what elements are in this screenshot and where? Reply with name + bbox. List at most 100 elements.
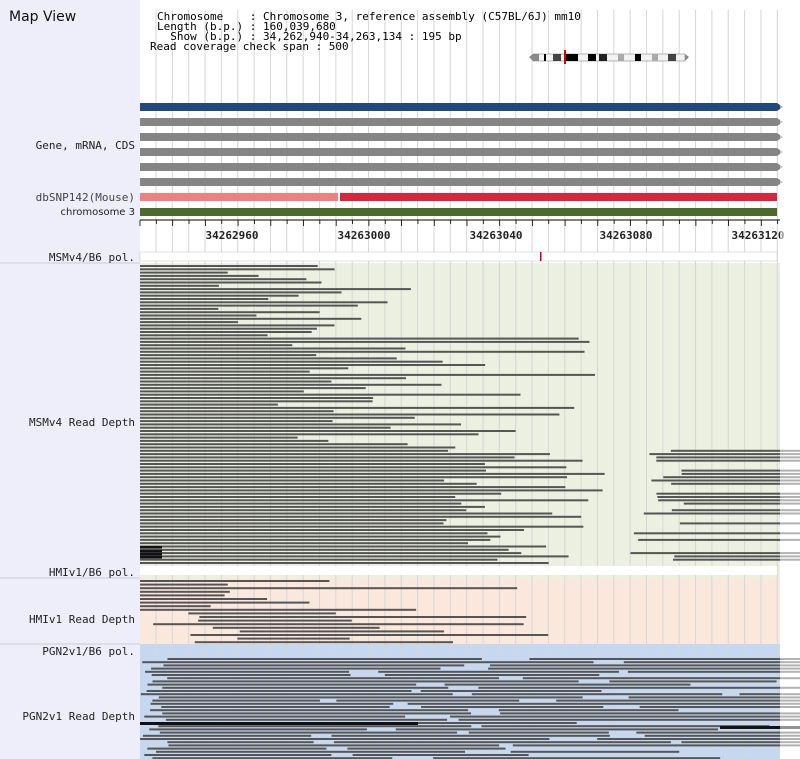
msm-read xyxy=(643,512,800,515)
ideogram-band xyxy=(635,54,641,61)
msm-read xyxy=(656,459,800,462)
label-msm-read-depth: MSMv4 Read Depth xyxy=(29,416,135,429)
label-pgn-read-depth: PGN2v1 Read Depth xyxy=(22,710,135,723)
dbsnp-segment-red xyxy=(340,193,777,201)
hmi-read xyxy=(199,616,527,618)
hmi-read xyxy=(190,634,549,636)
msm-read xyxy=(140,515,582,518)
ideogram-band xyxy=(544,54,546,61)
pgn-read xyxy=(167,741,314,744)
pgn-read xyxy=(150,702,394,705)
msm-read xyxy=(140,354,317,357)
pgn-read xyxy=(145,670,350,673)
hmi-read xyxy=(212,626,380,629)
msm-read xyxy=(140,298,269,300)
label-hmi-read-depth: HMIv1 Read Depth xyxy=(29,613,135,626)
msm-read xyxy=(140,522,444,525)
hmi-read xyxy=(153,623,524,626)
pgn-read xyxy=(158,696,583,699)
msm-read xyxy=(674,555,800,558)
msm-polymorphism-marker xyxy=(540,252,542,261)
msm-read xyxy=(140,552,522,555)
pgn-read xyxy=(489,664,800,667)
msm-read xyxy=(140,400,373,403)
pgn-read xyxy=(336,699,520,702)
pgn-read xyxy=(478,686,800,689)
msm-read xyxy=(140,294,299,297)
pgn-read xyxy=(333,741,671,744)
msm-read xyxy=(140,410,334,413)
pgn-read xyxy=(152,757,393,759)
msm-read xyxy=(140,509,467,512)
msm-read xyxy=(673,558,800,561)
msm-read xyxy=(140,340,590,343)
pgn-read xyxy=(639,706,800,708)
pgn-read xyxy=(167,677,499,680)
msm-read xyxy=(140,449,449,452)
msm-read xyxy=(140,443,408,446)
msm-read xyxy=(140,357,397,360)
msm-read xyxy=(140,555,569,558)
msm-read xyxy=(658,499,800,502)
msm-read xyxy=(140,307,219,310)
msm-read xyxy=(140,367,349,370)
msm-read xyxy=(140,558,498,561)
pgn-read xyxy=(325,722,577,724)
msm-polymorphism-row xyxy=(139,251,778,262)
msm-read xyxy=(140,535,501,538)
msm-read xyxy=(140,499,589,502)
pgn-read xyxy=(450,715,800,718)
msm-read xyxy=(140,413,560,416)
msm-read xyxy=(140,482,477,485)
msm-read xyxy=(671,482,800,485)
msm-read xyxy=(140,347,406,350)
page-title: Map View xyxy=(9,9,77,25)
ideogram-right-tip xyxy=(685,54,689,61)
msm-read xyxy=(140,453,550,456)
label-dbsnp-track[interactable]: dbSNP142(Mouse) xyxy=(35,191,135,204)
dbsnp-segment-pink xyxy=(140,193,338,201)
msm-read xyxy=(633,532,800,535)
msm-read xyxy=(140,538,491,541)
msm-read xyxy=(140,529,524,531)
msm-read xyxy=(140,383,442,386)
msm-read xyxy=(140,317,362,320)
msm-read xyxy=(681,469,800,472)
pgn-read xyxy=(162,712,472,715)
gene-track-bar xyxy=(140,148,777,156)
hmi-read xyxy=(140,590,230,593)
ideogram-band xyxy=(668,54,676,61)
msm-read xyxy=(140,459,583,462)
pgn-read xyxy=(163,664,465,667)
msm-read xyxy=(140,278,307,281)
hmi-read xyxy=(140,605,211,608)
msm-read xyxy=(140,519,447,522)
label-hmi-polymorphism: HMIv1/B6 pol. xyxy=(48,566,135,579)
msm-read xyxy=(140,436,298,439)
pgn-read xyxy=(627,670,800,673)
msm-read xyxy=(140,548,509,551)
msm-read xyxy=(671,509,800,512)
msm-read xyxy=(140,291,342,294)
msm-read xyxy=(140,364,486,366)
pgn-read xyxy=(378,670,619,673)
pgn-read xyxy=(623,661,800,664)
gene-track-bar xyxy=(140,178,777,186)
pgn-read-dark xyxy=(720,726,800,729)
chromosome-info: Chromosome : Chromosome 3, reference ass… xyxy=(157,10,581,23)
msm-read xyxy=(140,476,568,479)
msm-read xyxy=(140,334,268,337)
pgn-read xyxy=(150,709,469,712)
hmi-read xyxy=(140,601,310,604)
msm-read xyxy=(140,314,257,317)
pgn-read xyxy=(458,718,800,721)
ideogram-band xyxy=(553,54,561,61)
pgn-read xyxy=(152,699,320,702)
msm-read xyxy=(140,377,406,380)
msm-read xyxy=(681,472,800,475)
msm-read xyxy=(140,525,584,528)
msm-read xyxy=(140,505,485,508)
pgn-read xyxy=(155,750,465,753)
label-gene-track: Gene, mRNA, CDS xyxy=(35,139,135,152)
